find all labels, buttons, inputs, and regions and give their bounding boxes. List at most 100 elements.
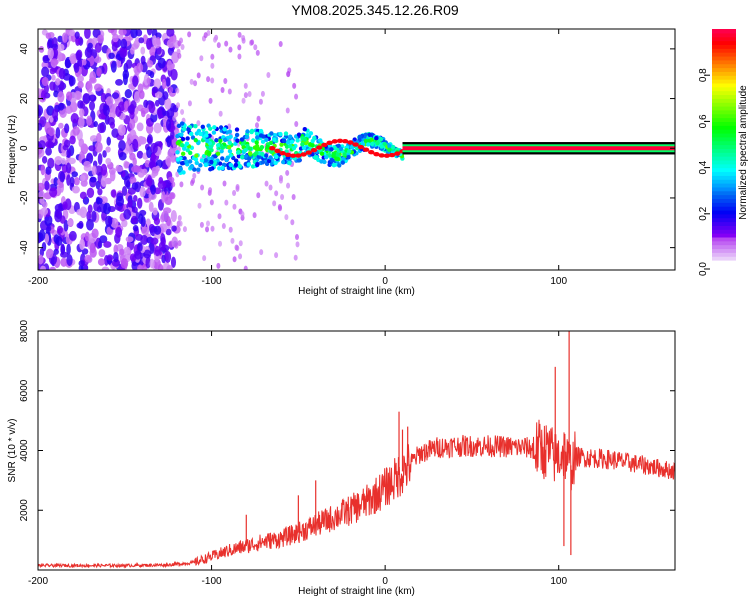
spectrogram-noise-cell xyxy=(278,40,283,47)
spectrogram-noise-cell xyxy=(129,152,136,161)
spectrogram-noise-cell xyxy=(125,236,134,243)
spectrogram-noise-cell xyxy=(166,161,171,168)
spectrogram-noise-cell xyxy=(260,90,265,97)
spectrogram-cell xyxy=(283,131,289,136)
spectrogram-noise-cell xyxy=(53,234,60,244)
spectrogram-noise-cell xyxy=(100,92,106,103)
colorbar-segment xyxy=(712,121,736,126)
spectrogram-noise-cell xyxy=(280,194,285,201)
spectrogram-noise-cell xyxy=(106,136,111,146)
spectrogram-noise-cell xyxy=(78,116,85,129)
spectrogram-cell xyxy=(302,137,308,142)
spectrogram-cell xyxy=(194,160,199,166)
spectrogram-noise-cell xyxy=(69,135,76,145)
spectrogram-plot xyxy=(38,29,675,270)
spectrogram-noise-cell xyxy=(74,31,80,40)
spectrogram-cell xyxy=(302,126,307,132)
spectrogram-noise-cell xyxy=(100,163,108,176)
spectrogram-noise-cell xyxy=(232,256,237,263)
spectrogram-cell xyxy=(239,154,245,160)
snr-y-tick-label: 4000 xyxy=(19,439,30,462)
spectrogram-noise-cell xyxy=(66,174,71,186)
spectrogram-cell xyxy=(255,135,260,140)
spectrogram-cell xyxy=(243,147,248,153)
colorbar-segment xyxy=(712,217,736,223)
spectrogram-noise-cell xyxy=(199,55,204,62)
spectrogram-cell xyxy=(281,159,286,165)
carrier-wave-cell xyxy=(373,151,380,157)
spectrogram-noise-cell xyxy=(123,246,131,254)
spectrogram-cell xyxy=(341,156,346,162)
spectrogram-cell xyxy=(387,143,392,149)
spectrogram-cell xyxy=(212,125,217,130)
spectrogram-noise-cell xyxy=(38,254,44,265)
carrier-wave-cell xyxy=(331,139,339,144)
spectrogram-noise-cell xyxy=(238,240,243,247)
spectrogram-noise-cell xyxy=(130,46,135,55)
spectrogram-noise-cell xyxy=(240,211,245,218)
spectrogram-noise-cell xyxy=(113,244,118,255)
spectrogram-noise-cell xyxy=(115,226,123,238)
spectrogram-noise-cell xyxy=(153,225,162,235)
spectrogram-noise-cell xyxy=(115,165,124,173)
carrier-wave-cell xyxy=(347,140,354,145)
spectrogram-cell xyxy=(237,163,243,169)
spectrogram-noise-cell xyxy=(154,91,163,99)
spectrogram-noise-cell xyxy=(152,207,158,216)
colorbar-segment xyxy=(712,136,736,142)
carrier-wave-cell xyxy=(357,144,365,150)
spectrogram-noise-cell xyxy=(115,79,124,86)
spectrogram-noise-cell xyxy=(216,262,221,269)
colorbar-segment xyxy=(712,233,736,238)
colorbar-segment xyxy=(712,125,736,130)
spectrogram-cell xyxy=(260,139,266,144)
colorbar-segment xyxy=(712,159,736,165)
spectrogram-noise-cell xyxy=(222,180,227,187)
spectrogram-cell xyxy=(258,133,264,138)
spectrogram-noise-cell xyxy=(170,68,178,81)
spectrogram-cell xyxy=(211,130,217,135)
spectrogram-noise-cell xyxy=(68,75,76,86)
spectrogram-noise-cell xyxy=(141,110,146,118)
spectrogram-cell xyxy=(264,137,269,143)
spectrogram-noise-cell xyxy=(60,257,68,267)
colorbar-segment xyxy=(712,175,736,180)
colorbar-segment xyxy=(712,163,736,169)
spectrogram-cell xyxy=(243,154,249,159)
spectrogram-x-tick-label: 100 xyxy=(550,276,567,287)
spectrogram-noise-cell xyxy=(285,107,290,114)
spectrogram-cell xyxy=(269,131,274,136)
spectrogram-noise-cell xyxy=(110,61,117,73)
spectrogram-noise-cell xyxy=(132,224,139,232)
spectrogram-noise-cell xyxy=(49,81,56,91)
spectrogram-noise-cell xyxy=(149,71,155,79)
spectrogram-cell xyxy=(279,142,284,147)
spectrogram-cell xyxy=(265,144,270,150)
spectrogram-noise-cell xyxy=(227,123,232,130)
carrier-wave-cell xyxy=(274,148,281,154)
spectrogram-noise-cell xyxy=(62,201,68,210)
spectrogram-cell xyxy=(236,149,241,155)
spectrogram-cell xyxy=(185,136,190,141)
spectrogram-noise-cell xyxy=(277,204,282,211)
spectrogram-cell xyxy=(370,141,375,147)
spectrogram-noise-cell xyxy=(153,258,161,270)
spectrogram-noise-cell xyxy=(40,164,46,176)
spectrogram-cell xyxy=(189,131,194,136)
snr-series-line xyxy=(38,419,675,569)
spectrogram-cell xyxy=(340,160,346,165)
spectrogram-cell xyxy=(379,144,384,149)
spectrogram-noise-cell xyxy=(150,112,158,123)
spectrogram-noise-cell xyxy=(256,192,261,199)
colorbar-segment xyxy=(712,256,736,261)
spectrogram-noise-cell xyxy=(73,176,80,186)
carrier-wave-cell xyxy=(362,147,370,152)
spectrogram-cell xyxy=(178,166,183,172)
spectrogram-noise-cell xyxy=(175,171,180,178)
spectrogram-cell xyxy=(235,138,240,143)
spectrogram-noise-cell xyxy=(241,37,246,44)
spectrogram-noise-cell xyxy=(105,157,112,165)
colorbar-segment xyxy=(712,167,736,173)
spectrogram-cell xyxy=(334,156,339,161)
spectrogram-noise-cell xyxy=(40,265,46,270)
